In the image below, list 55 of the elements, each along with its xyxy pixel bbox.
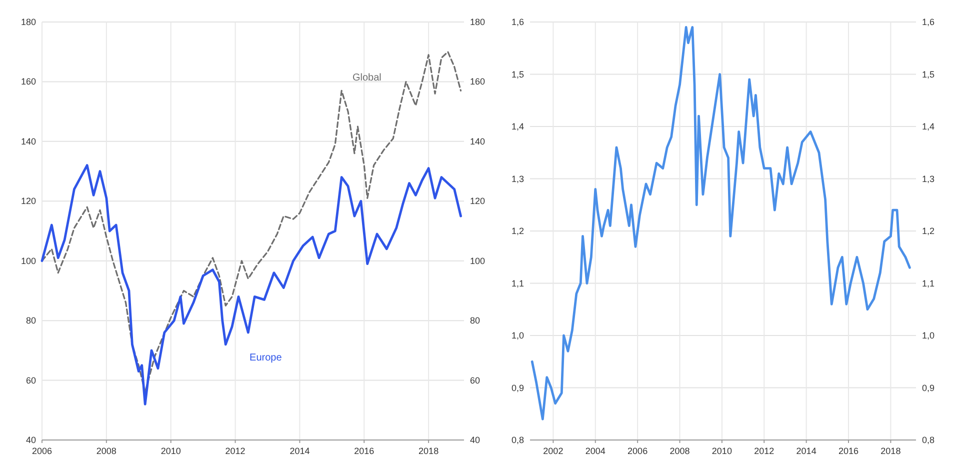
y-tick-label: 160 <box>20 76 36 87</box>
y-tick-label: 120 <box>20 196 36 206</box>
x-tick-label: 2016 <box>354 446 374 456</box>
y2-tick-label: 0,9 <box>922 382 935 393</box>
x-tick-label: 2014 <box>290 446 310 456</box>
y2-tick-label: 0,8 <box>922 435 935 445</box>
y2-tick-label: 160 <box>470 76 486 87</box>
y-tick-label: 1,4 <box>511 122 524 132</box>
x-tick-label: 2008 <box>670 446 690 456</box>
x-tick-label: 2012 <box>754 446 774 456</box>
x-tick-label: 2004 <box>585 446 606 456</box>
x-tick-label: 2018 <box>418 446 439 456</box>
y2-tick-label: 60 <box>470 375 480 386</box>
x-tick-label: 2016 <box>838 446 859 456</box>
line-series <box>40 164 462 406</box>
y2-tick-label: 100 <box>470 256 486 266</box>
series-label: Global <box>352 72 382 84</box>
y2-tick-label: 1,3 <box>922 174 935 184</box>
y2-tick-label: 120 <box>470 196 486 206</box>
x-tick-label: 2018 <box>880 446 901 456</box>
x-tick-label: 2008 <box>96 446 116 456</box>
y-tick-label: 180 <box>20 17 36 27</box>
y2-tick-label: 1,1 <box>922 278 935 288</box>
text: Europe <box>250 352 282 364</box>
y2-tick-label: 1,4 <box>922 122 935 132</box>
y-tick-label: 1,5 <box>511 69 524 80</box>
y-tick-label: 1,3 <box>511 174 524 184</box>
y-tick-label: 1,1 <box>511 278 524 288</box>
line-series <box>530 26 911 420</box>
y2-tick-label: 80 <box>470 316 480 326</box>
y-tick-label: 1,0 <box>511 330 524 340</box>
y-tick-label: 60 <box>26 375 36 386</box>
x-tick-label: 2014 <box>796 446 816 456</box>
y-tick-label: 100 <box>20 256 36 266</box>
x-tick-label: 2006 <box>628 446 648 456</box>
y-tick-label: 80 <box>26 316 36 326</box>
y-tick-label: 1,6 <box>511 17 524 27</box>
x-tick-label: 2010 <box>712 446 732 456</box>
y-tick-label: 140 <box>20 136 36 146</box>
y-tick-label: 1,2 <box>511 226 524 236</box>
y2-tick-label: 1,0 <box>922 330 935 340</box>
x-tick-label: 2010 <box>160 446 181 456</box>
x-tick-label: 2006 <box>32 446 52 456</box>
x-tick-label: 2012 <box>225 446 246 456</box>
y2-tick-label: 1,6 <box>922 17 935 27</box>
y2-tick-label: 180 <box>470 17 486 27</box>
y2-tick-label: 140 <box>470 136 486 146</box>
y-tick-label: 0,8 <box>511 435 524 445</box>
y2-tick-label: 1,2 <box>922 226 935 236</box>
line-series <box>41 51 462 394</box>
y2-tick-label: 40 <box>470 435 480 445</box>
y-tick-label: 0,9 <box>511 382 524 393</box>
x-tick-label: 2002 <box>543 446 564 456</box>
y-tick-label: 40 <box>26 435 36 445</box>
y2-tick-label: 1,5 <box>922 69 935 80</box>
